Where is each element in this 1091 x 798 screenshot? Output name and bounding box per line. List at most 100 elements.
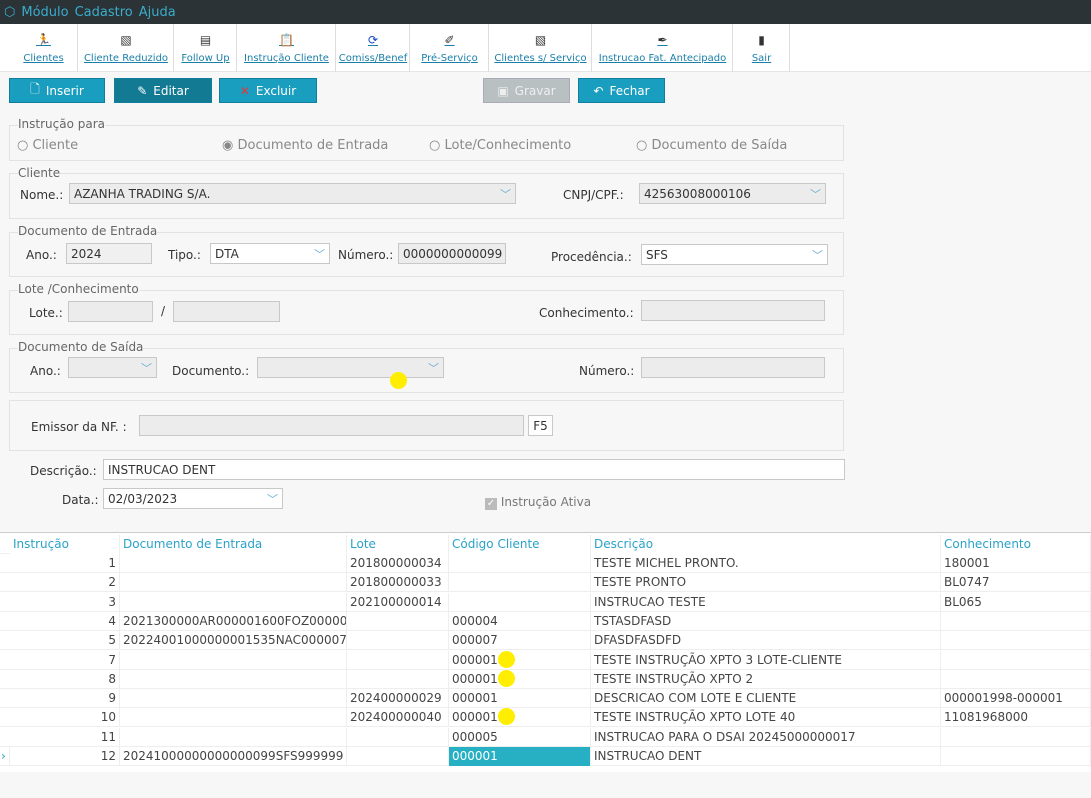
radio-lote-conhecimento[interactable]: ○ Lote/Conhecimento xyxy=(429,138,572,153)
grid-cell xyxy=(941,611,1091,631)
tipo-select[interactable]: DTA ﹀ xyxy=(210,243,330,264)
cursor-highlight xyxy=(390,372,407,389)
cursor-highlight xyxy=(498,650,515,668)
toolbar-instrucao-fat-antecipado[interactable]: ✒ Instrucao Fat. Antecipado xyxy=(593,24,733,72)
column-header[interactable]: Instrução xyxy=(10,535,120,554)
menu-cadastro[interactable]: Cadastro xyxy=(74,4,133,20)
procedencia-select[interactable]: SFS ﹀ xyxy=(641,244,828,265)
excluir-button[interactable]: ✕ Excluir xyxy=(219,78,317,103)
grid-cell: 000004 xyxy=(449,611,591,631)
table-row[interactable]: 4 2021300000AR000001600FOZ000004 000004 TST… xyxy=(0,611,1091,631)
grid-cell xyxy=(449,592,591,612)
nome-select[interactable]: AZANHA TRADING S/A. ﹀ xyxy=(69,183,516,204)
lote-input-1[interactable] xyxy=(68,301,153,322)
column-header[interactable]: Descrição xyxy=(591,535,941,554)
grid-cell xyxy=(941,631,1091,651)
toolbar-instru-o-cliente[interactable]: 📋 Instrução Cliente xyxy=(238,24,336,72)
tipo-value: DTA xyxy=(215,247,239,261)
gravar-button[interactable]: ▣ Gravar xyxy=(483,78,570,103)
toolbar-label: Pré-Serviço xyxy=(421,52,478,64)
toolbar-clientes-s-servi-o[interactable]: ▧ Clientes s/ Serviço xyxy=(490,24,592,72)
f5-button[interactable]: F5 xyxy=(528,415,553,436)
emissor-input[interactable] xyxy=(139,415,524,436)
table-row[interactable]: 8 000001 TESTE INSTRUÇÃO XPTO 2 xyxy=(0,669,1091,689)
toolbar-comiss-benef[interactable]: ⟳ Comiss/Benef xyxy=(337,24,410,72)
radio-label: Documento de Saída xyxy=(651,138,788,153)
toolbar-sair[interactable]: ▮ Sair xyxy=(734,24,790,72)
exit-door-icon: ▮ xyxy=(758,32,765,47)
inserir-label: Inserir xyxy=(45,83,84,98)
column-header[interactable]: Conhecimento xyxy=(941,535,1091,554)
nome-value: AZANHA TRADING S/A. xyxy=(74,187,211,201)
descricao-input[interactable]: INSTRUCAO DENT xyxy=(103,459,845,480)
radio-documento-saida[interactable]: ○ Documento de Saída xyxy=(636,138,788,153)
column-header[interactable]: Código Cliente xyxy=(449,535,591,554)
fechar-button[interactable]: ↶ Fechar xyxy=(578,78,665,103)
grid-cell xyxy=(120,708,347,728)
checkbox-checked-icon: ✓ xyxy=(485,498,497,510)
grid-cell: INSTRUCAO PARA O DSAI 20245000000017 xyxy=(591,727,941,747)
editar-button[interactable]: ✎ Editar xyxy=(114,78,212,103)
menu-ajuda[interactable]: Ajuda xyxy=(138,4,176,20)
data-picker[interactable]: 02/03/2023 ﹀ xyxy=(103,488,283,509)
grid-cell xyxy=(120,554,347,573)
lote-input-2[interactable] xyxy=(173,301,280,322)
radio-documento-entrada[interactable]: ◉ Documento de Entrada xyxy=(222,138,389,153)
numero-input[interactable]: 0000000000099 xyxy=(398,243,506,264)
toolbar-label: Sair xyxy=(751,52,772,64)
table-row[interactable]: 2 201800000033 TESTE PRONTO BL0747 xyxy=(0,573,1091,593)
radio-cliente[interactable]: ○ Cliente xyxy=(17,138,79,153)
instrucao-ativa-checkbox[interactable]: ✓ Instrução Ativa xyxy=(485,495,591,510)
row-indicator-icon: › xyxy=(0,747,10,766)
toolbar-clientes[interactable]: 🏃 Clientes xyxy=(10,24,78,72)
column-header[interactable]: Lote xyxy=(347,535,449,554)
descricao-label: Descrição.: xyxy=(30,464,97,478)
table-row[interactable]: 1 201800000034 TESTE MICHEL PRONTO. 180001 xyxy=(0,554,1091,573)
table-row[interactable]: 10 202400000040 000001 TESTE INSTRUÇÃO XPTO… xyxy=(0,708,1091,728)
table-row[interactable]: › 12 20241000000000000099SFS999999 000001 IN… xyxy=(0,747,1091,766)
table-row[interactable]: 7 000001 TESTE INSTRUÇÃO XPTO 3 LOTE-CLIEN… xyxy=(0,650,1091,670)
cursor-highlight xyxy=(498,669,515,687)
table-row[interactable]: 5 20224001000000001535NAC000007 000007 DFAS… xyxy=(0,631,1091,651)
group-title: Instrução para xyxy=(18,117,106,131)
grid-cell: 201800000034 xyxy=(347,554,449,573)
grid-cell: 2 xyxy=(10,573,120,593)
menu-modulo[interactable]: Módulo xyxy=(21,4,69,20)
grid-cell: BL0747 xyxy=(941,573,1091,593)
toolbar-follow-up[interactable]: ▤ Follow Up xyxy=(175,24,237,72)
editar-label: Editar xyxy=(153,83,189,98)
grid-cell xyxy=(941,650,1091,670)
saida-ano-select[interactable]: ﹀ xyxy=(68,357,157,378)
grid-cell: 7 xyxy=(10,650,120,670)
chevron-down-icon: ﹀ xyxy=(500,188,511,201)
edit-doc-icon: ▧ xyxy=(534,32,547,47)
cnpj-select[interactable]: 42563008000106 ﹀ xyxy=(639,183,826,204)
chevron-down-icon: ﹀ xyxy=(812,249,823,262)
table-row[interactable]: 9 202400000029 000001 DESCRICAO COM LOTE E … xyxy=(0,689,1091,709)
grid-cell: 000001 xyxy=(449,747,591,766)
table-row[interactable]: 3 202100000014 INSTRUCAO TESTE BL065 xyxy=(0,592,1091,612)
procedencia-label: Procedência.: xyxy=(551,250,632,264)
conhecimento-input[interactable] xyxy=(641,300,825,321)
grid-cell xyxy=(347,747,449,766)
grid-cell: 000007 xyxy=(449,631,591,651)
toolbar-cliente-reduzido[interactable]: ▧ Cliente Reduzido xyxy=(79,24,174,72)
column-header[interactable]: Documento de Entrada xyxy=(120,535,347,554)
toolbar-label: Cliente Reduzido xyxy=(83,52,169,64)
conhecimento-label: Conhecimento.: xyxy=(539,306,634,320)
saida-documento-select[interactable]: ﹀ xyxy=(257,357,444,378)
grid-cell: 10 xyxy=(10,708,120,728)
saida-numero-input[interactable] xyxy=(641,357,825,378)
grid-cell: DESCRICAO COM LOTE E CLIENTE xyxy=(591,689,941,709)
ano-label: Ano.: xyxy=(26,248,57,262)
group-title: Cliente xyxy=(18,166,61,180)
grid-cell: 000005 xyxy=(449,727,591,747)
cnpj-label: CNPJ/CPF.: xyxy=(563,188,624,202)
table-row[interactable]: 11 000005 INSTRUCAO PARA O DSAI 2024500000… xyxy=(0,727,1091,747)
inserir-button[interactable]: 🗋 Inserir xyxy=(9,78,105,103)
emissor-label: Emissor da NF. : xyxy=(31,420,127,434)
ano-input[interactable]: 2024 xyxy=(66,243,152,264)
toolbar-pr-servi-o[interactable]: ✐ Pré-Serviço xyxy=(411,24,489,72)
chevron-down-icon: ﹀ xyxy=(428,362,439,375)
grid-cell: INSTRUCAO TESTE xyxy=(591,592,941,612)
